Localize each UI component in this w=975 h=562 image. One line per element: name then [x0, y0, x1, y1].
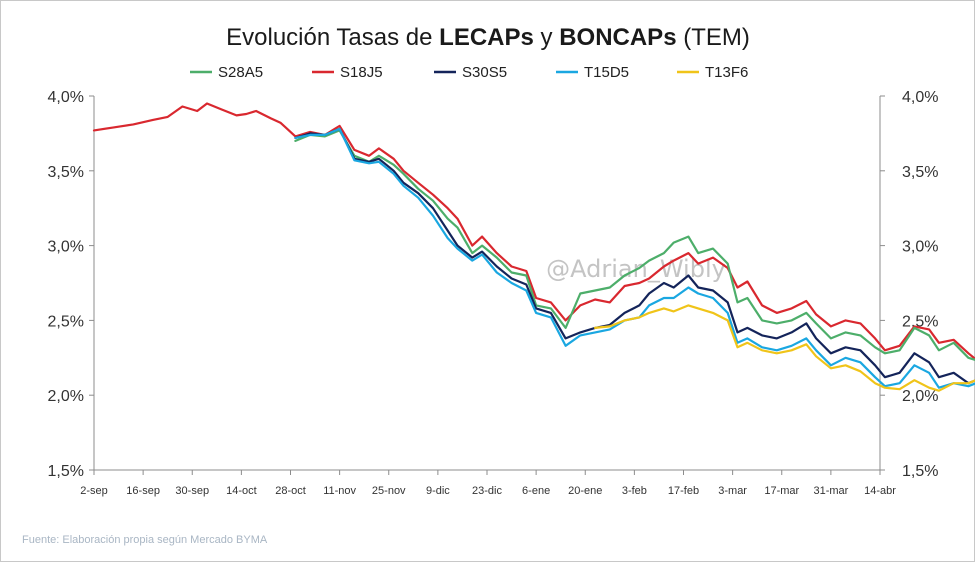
y-tick-label-right: 4,0% — [902, 89, 938, 106]
y-tick-label-left: 4,0% — [48, 89, 84, 106]
x-tick-label: 23-dic — [472, 485, 502, 497]
series-line-s28a5 — [294, 129, 975, 361]
y-tick-label-right: 3,5% — [902, 164, 938, 181]
y-tick-label-right: 2,0% — [902, 388, 938, 405]
x-tick-label: 14-abr — [864, 485, 896, 497]
title-part-2: y — [534, 24, 559, 51]
series-line-t13f6 — [594, 304, 975, 392]
legend-label-s30s5: S30S5 — [462, 64, 507, 81]
y-tick-label-right: 1,5% — [902, 463, 938, 480]
legend-label-t15d5: T15D5 — [584, 64, 629, 81]
series-line-s18j5 — [92, 102, 975, 361]
x-tick-label: 2-sep — [80, 485, 108, 497]
axes: 4,0% 4,0% 3,5% 3,5% 3,0% 3,0% 2,5% 2,5% 2,0% 2,0%… — [48, 89, 939, 497]
x-tick-label: 9-dic — [426, 485, 450, 497]
series-lines — [92, 102, 975, 392]
x-tick-label: 17-mar — [764, 485, 799, 497]
x-tick-label: 3-feb — [622, 485, 647, 497]
title-part-4: (TEM) — [677, 24, 750, 51]
y-tick-label-right: 3,0% — [902, 239, 938, 256]
series-line-s30s5 — [294, 127, 975, 385]
legend-label-t13f6: T13F6 — [705, 64, 748, 81]
y-tick-label-right: 2,5% — [902, 313, 938, 330]
x-tick-label: 16-sep — [126, 485, 160, 497]
legend-label-s28a5: S28A5 — [218, 64, 263, 81]
source-note: Fuente: Elaboración propia según Mercado… — [22, 534, 268, 546]
x-tick-label: 30-sep — [175, 485, 209, 497]
x-tick-label: 28-oct — [275, 485, 306, 497]
legend-label-s18j5: S18J5 — [340, 64, 383, 81]
series-line-t15d5 — [294, 127, 975, 389]
x-tick-label: 17-feb — [668, 485, 699, 497]
y-tick-label-left: 1,5% — [48, 463, 84, 480]
y-tick-label-left: 3,5% — [48, 164, 84, 181]
x-tick-label: 25-nov — [372, 485, 406, 497]
legend: S28A5 S18J5 S30S5 T15D5 T13F6 — [190, 64, 748, 81]
x-tick-label: 11-nov — [323, 485, 356, 497]
x-tick-label: 14-oct — [226, 485, 257, 497]
y-tick-label-left: 2,0% — [48, 388, 84, 405]
x-tick-label: 20-ene — [568, 485, 602, 497]
x-tick-label: 31-mar — [813, 485, 848, 497]
y-tick-label-left: 2,5% — [48, 313, 84, 330]
x-tick-label: 3-mar — [718, 485, 747, 497]
title-part-3: BONCAPs — [559, 24, 676, 51]
x-tick-label: 6-ene — [522, 485, 550, 497]
title-part-0: Evolución Tasas de — [226, 24, 439, 51]
chart-title: Evolución Tasas de LECAPs y BONCAPs (TEM… — [226, 24, 750, 51]
y-tick-label-left: 3,0% — [48, 239, 84, 256]
title-part-1: LECAPs — [439, 24, 534, 51]
